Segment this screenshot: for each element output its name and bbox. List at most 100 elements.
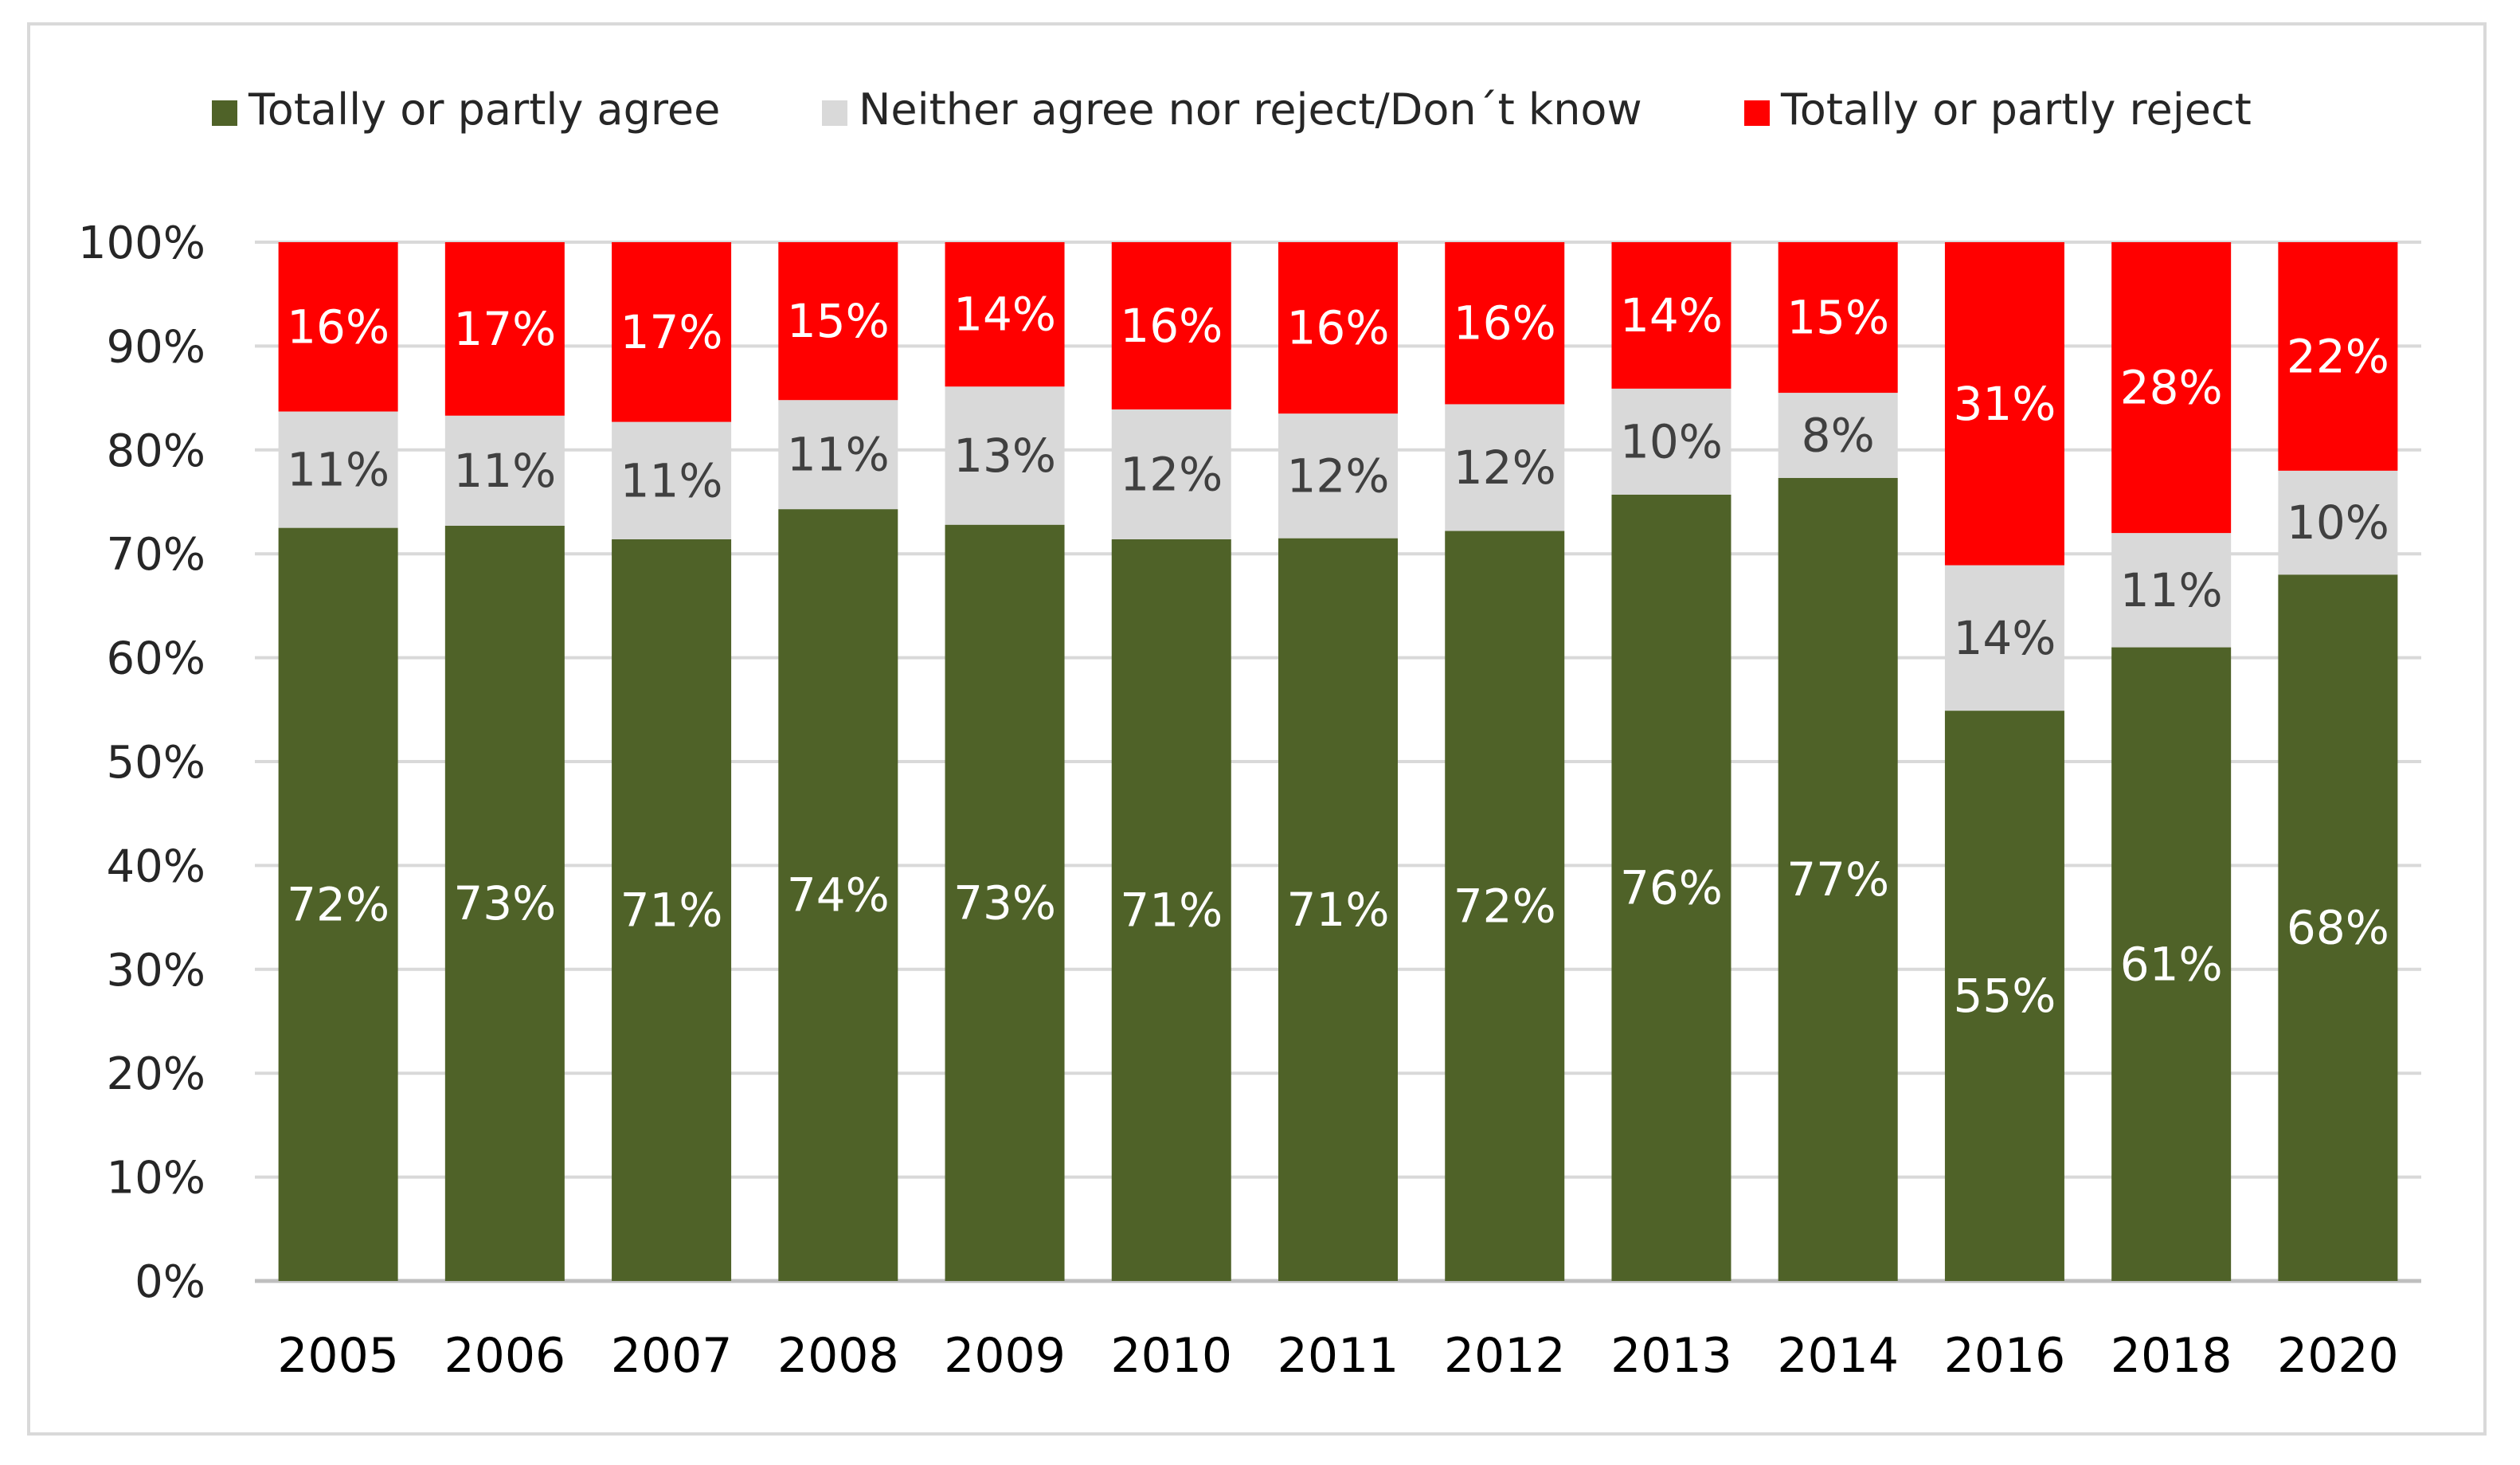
bar-segment (612, 539, 732, 1281)
bar-segment (1778, 242, 1898, 394)
bar-segment (945, 524, 1065, 1281)
data-label: 73% (953, 875, 1056, 930)
data-label: 15% (1786, 291, 1889, 345)
bar-segment (1944, 242, 2064, 566)
x-tick-label: 2020 (2277, 1328, 2399, 1384)
data-label: 71% (620, 883, 723, 937)
bar-segment (1111, 409, 1231, 539)
bar-segment (612, 242, 732, 422)
bar-segment (2111, 647, 2232, 1281)
x-tick-label: 2007 (611, 1328, 733, 1384)
bar-segment (1778, 478, 1898, 1281)
data-label: 10% (2287, 496, 2389, 550)
x-tick-label: 2010 (1110, 1328, 1232, 1384)
data-label: 74% (787, 868, 890, 922)
data-labels: 72% 11% 16% 73% 11% 17% 71% 11% 17% 74% 11% 15% 73% 1… (287, 288, 2389, 1023)
bar-segment (1445, 531, 1565, 1281)
y-tick-label: 80% (107, 425, 205, 477)
bar-segment (778, 242, 898, 401)
bar-segment (945, 386, 1065, 525)
bar-segment (1944, 565, 2064, 711)
data-label: 71% (1120, 883, 1223, 937)
x-tick-label: 2016 (1944, 1328, 2066, 1384)
x-tick-label: 2009 (944, 1328, 1066, 1384)
y-tick-label: 90% (107, 321, 205, 373)
legend-label: Totally or partly reject (1780, 84, 2252, 135)
bar-segment (1611, 242, 1732, 389)
bar-segment (2278, 470, 2398, 575)
data-label: 17% (453, 302, 556, 356)
legend-swatch (822, 100, 847, 126)
bars (278, 242, 2398, 1281)
bar-segment (1278, 413, 1398, 539)
bar-segment (1111, 242, 1231, 409)
legend-label: Totally or partly agree (248, 84, 720, 135)
bar-segment (945, 242, 1065, 387)
data-label: 61% (2120, 937, 2223, 991)
data-label: 11% (2120, 563, 2223, 617)
bar-segment (1778, 393, 1898, 479)
data-label: 28% (2120, 361, 2223, 415)
data-label: 71% (1287, 883, 1390, 937)
data-label: 11% (287, 443, 389, 497)
data-label: 11% (620, 453, 723, 507)
bar-segment (2278, 574, 2398, 1281)
data-label: 11% (453, 444, 556, 498)
bar-segment (1278, 242, 1398, 414)
bar-segment (444, 415, 565, 526)
data-label: 76% (1620, 860, 1723, 915)
data-label: 12% (1120, 447, 1223, 501)
legend: Totally or partly agree Neither agree nor… (212, 84, 2252, 135)
x-tick-label: 2014 (1777, 1328, 1899, 1384)
legend-swatch (212, 100, 237, 126)
y-tick-label: 10% (107, 1153, 205, 1205)
y-tick-label: 40% (107, 840, 205, 892)
data-label: 12% (1454, 441, 1556, 495)
data-label: 16% (1454, 296, 1556, 351)
bar-segment (1445, 242, 1565, 405)
data-label: 11% (787, 428, 890, 482)
y-axis: 0% 10% 20% 30% 40% 50% 60% 70% 80% 90% 100% (78, 217, 205, 1308)
x-tick-label: 2006 (444, 1328, 565, 1384)
bar-segment (1944, 711, 2064, 1281)
bar-segment (778, 400, 898, 510)
x-tick-label: 2018 (2111, 1328, 2232, 1384)
data-label: 13% (953, 429, 1056, 483)
chart-frame (27, 22, 2487, 1436)
x-tick-label: 2005 (277, 1328, 399, 1384)
data-label: 14% (1620, 288, 1723, 343)
bar-segment (278, 242, 398, 412)
y-tick-label: 30% (107, 945, 205, 997)
bar-segment (444, 525, 565, 1281)
data-label: 22% (2287, 329, 2389, 383)
y-tick-label: 100% (78, 217, 205, 269)
data-label: 77% (1786, 852, 1889, 907)
legend-label: Neither agree nor reject/Don´t know (859, 84, 1642, 135)
x-axis: 2005 2006 2007 2008 2009 2010 2011 2012 2013 2014… (277, 1328, 2398, 1384)
y-tick-label: 60% (107, 633, 205, 685)
x-tick-label: 2008 (777, 1328, 899, 1384)
bar-segment (278, 527, 398, 1281)
data-label: 16% (1120, 299, 1223, 353)
y-tick-label: 20% (107, 1048, 205, 1100)
data-label: 16% (1287, 301, 1390, 355)
bar-segment (444, 242, 565, 416)
data-label: 72% (1454, 879, 1556, 933)
data-label: 14% (1953, 611, 2056, 665)
bar-segment (2278, 242, 2398, 471)
bar-segment (1611, 494, 1732, 1281)
y-tick-label: 0% (135, 1256, 205, 1308)
bar-segment (1445, 404, 1565, 531)
y-tick-label: 50% (107, 737, 205, 789)
bar-segment (1611, 388, 1732, 495)
data-label: 68% (2287, 901, 2389, 955)
data-label: 14% (953, 288, 1056, 342)
x-tick-label: 2011 (1278, 1328, 1399, 1384)
legend-swatch (1744, 100, 1770, 126)
x-tick-label: 2013 (1610, 1328, 1732, 1384)
data-label: 16% (287, 300, 389, 354)
data-label: 12% (1287, 449, 1390, 503)
data-label: 31% (1953, 377, 2056, 431)
bar-segment (1278, 538, 1398, 1281)
